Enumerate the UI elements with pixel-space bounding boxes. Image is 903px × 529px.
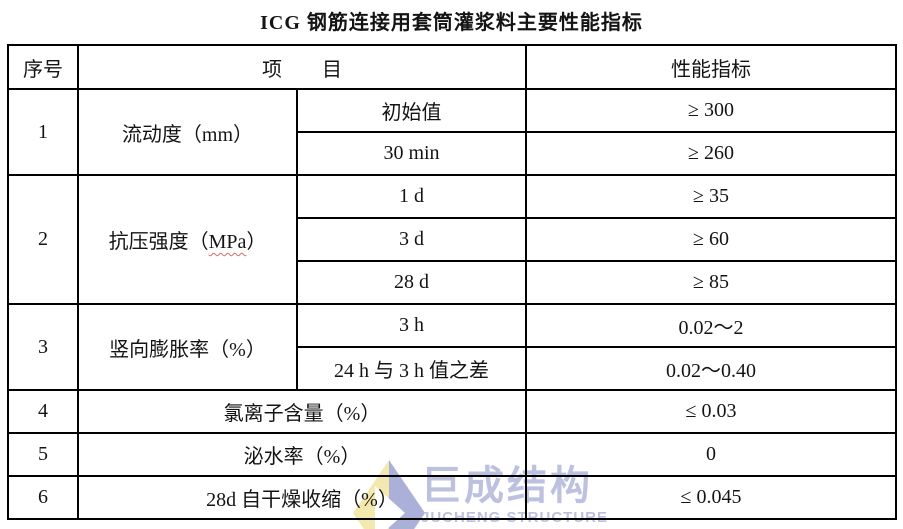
row2-sub2-label: 3 d xyxy=(296,217,527,262)
row4-item: 氯离子含量（%） xyxy=(77,389,527,434)
row1-sub2-value: ≥ 260 xyxy=(525,131,897,176)
table-header-row: 序号 项 目 性能指标 xyxy=(7,44,897,90)
row2-item: 抗压强度（MPa） xyxy=(77,174,298,305)
table-row: 4 氯离子含量（%） ≤ 0.03 xyxy=(7,389,897,434)
header-value: 性能指标 xyxy=(525,44,897,90)
row6-item: 28d 自干燥收缩（%） xyxy=(77,475,527,520)
row3-sub1-label: 3 h xyxy=(296,303,527,348)
row4-no: 4 xyxy=(7,389,79,434)
header-item: 项 目 xyxy=(77,44,527,90)
table-row: 1 流动度（mm） 初始值 ≥ 300 xyxy=(7,88,897,176)
row5-item: 泌水率（%） xyxy=(77,432,527,477)
table-row: 24 h 与 3 h 值之差 0.02～0.40 xyxy=(8,346,897,391)
row5-no: 5 xyxy=(7,432,79,477)
table-row: 3 d ≥ 60 xyxy=(8,217,897,262)
row2-sub2-value: ≥ 60 xyxy=(525,217,897,262)
row3-item: 竖向膨胀率（%） xyxy=(77,303,298,391)
table-row: 3 竖向膨胀率（%） 3 h 0.02～2 xyxy=(7,303,897,391)
row2-sub1-value: ≥ 35 xyxy=(525,174,897,219)
row2-item-pre: 抗压强度（ xyxy=(108,231,209,253)
table-row: 6 28d 自干燥收缩（%） ≤ 0.045 xyxy=(7,475,897,520)
row3-sub2-value: 0.02～0.40 xyxy=(525,346,897,391)
row3-no: 3 xyxy=(7,303,79,391)
row3-sub1-value: 0.02～2 xyxy=(525,303,897,348)
table-row: 28 d ≥ 85 xyxy=(8,260,897,305)
row2-sub3-value: ≥ 85 xyxy=(525,260,897,305)
row3-sub2-label: 24 h 与 3 h 值之差 xyxy=(296,346,527,391)
row2-no: 2 xyxy=(7,174,79,305)
row1-item: 流动度（mm） xyxy=(77,88,298,176)
table-row: 5 泌水率（%） 0 xyxy=(7,432,897,477)
row6-no: 6 xyxy=(7,475,79,520)
table-row: 2 抗压强度（MPa） 1 d ≥ 35 xyxy=(7,174,897,305)
row1-sub1-value: ≥ 300 xyxy=(525,88,897,133)
row1-sub1-label: 初始值 xyxy=(296,88,527,133)
row6-value: ≤ 0.045 xyxy=(525,475,897,520)
performance-table: 序号 项 目 性能指标 1 流动度（mm） 初始值 ≥ 300 30 min ≥… xyxy=(7,44,897,520)
header-index: 序号 xyxy=(7,44,79,90)
page-title: ICG 钢筋连接用套筒灌浆料主要性能指标 xyxy=(260,12,643,34)
row5-value: 0 xyxy=(525,432,897,477)
row4-value: ≤ 0.03 xyxy=(525,389,897,434)
table-row: 30 min ≥ 260 xyxy=(8,131,897,176)
row1-sub2-label: 30 min xyxy=(296,131,527,176)
row1-no: 1 xyxy=(7,88,79,176)
row2-sub3-label: 28 d xyxy=(296,260,527,305)
row2-item-post: ） xyxy=(246,231,267,253)
row2-sub1-label: 1 d xyxy=(296,174,527,219)
row2-item-spellcheck: MPa xyxy=(208,231,247,253)
